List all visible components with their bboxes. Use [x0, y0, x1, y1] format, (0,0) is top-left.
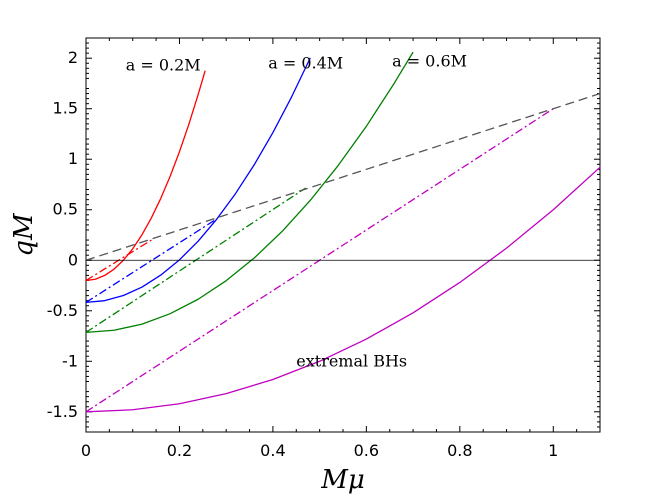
x-tick-label: 0	[81, 441, 91, 460]
y-tick-label: -1.5	[47, 402, 78, 421]
annotation: a = 0.6M	[392, 51, 467, 70]
x-tick-label: 0.4	[260, 441, 285, 460]
series-line-0	[85, 70, 206, 282]
x-tick-label: 0.2	[167, 441, 192, 460]
y-tick-label: 1.5	[53, 99, 78, 118]
series-line-2	[85, 57, 311, 304]
x-axis-title: Mμ	[320, 465, 365, 495]
annotation: a = 0.4M	[268, 53, 343, 72]
series-line-4	[85, 51, 414, 334]
y-tick-label: 0.5	[53, 200, 78, 219]
y-axis-title: qM	[9, 212, 39, 257]
x-tick-label: 0.8	[447, 441, 472, 460]
y-tick-label: -1	[62, 351, 78, 370]
series-group	[85, 51, 601, 413]
y-tick-label: 2	[68, 48, 78, 67]
x-tick-label: 1	[548, 441, 558, 460]
x-tick-label: 0.6	[354, 441, 379, 460]
annotation: extremal BHs	[296, 351, 407, 370]
series-line-8	[85, 92, 601, 261]
y-tick-label: 1	[68, 149, 78, 168]
y-tick-label: 0	[68, 250, 78, 269]
ticks: 0 0.2 0.4 0.6 0.8 1 -1.5 -1 -0.5 0 0.5 1 1.5 2	[47, 37, 601, 460]
y-tick-label: -0.5	[47, 301, 78, 320]
annotation: a = 0.2M	[126, 55, 201, 74]
annotations: a = 0.2M a = 0.4M a = 0.6M extremal BHs	[126, 51, 467, 370]
series-line-6	[85, 166, 601, 413]
series-line-3	[85, 218, 218, 303]
